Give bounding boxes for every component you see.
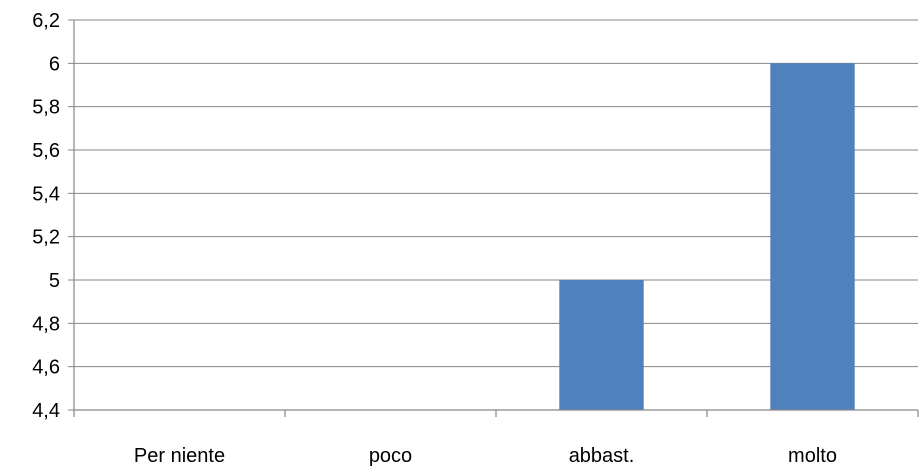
y-tick-label: 4,6 <box>32 357 60 379</box>
x-tick-label: molto <box>788 445 837 467</box>
y-tick-label: 5 <box>49 270 60 292</box>
y-tick-label: 5,6 <box>32 140 60 162</box>
y-tick-label: 4,4 <box>32 400 60 422</box>
x-tick-label: abbast. <box>569 445 635 467</box>
y-tick-labels: 4,4 4,6 4,8 5 5,2 5,4 5,6 5,8 6 6,2 <box>32 10 60 422</box>
y-tick-label: 5,2 <box>32 227 60 249</box>
x-tick-label: poco <box>369 445 412 467</box>
y-tick-label: 4,8 <box>32 313 60 335</box>
bar-abbast- <box>559 280 644 410</box>
grid <box>68 19 918 411</box>
y-tick-label: 5,4 <box>32 183 60 205</box>
axes <box>73 20 919 417</box>
y-tick-label: 6 <box>49 53 60 75</box>
x-tick-labels: Per niente poco abbast. molto <box>134 445 837 467</box>
bars <box>559 63 855 410</box>
bar-molto <box>770 63 855 410</box>
x-tick-label: Per niente <box>134 445 225 467</box>
y-tick-label: 5,8 <box>32 97 60 119</box>
y-tick-label: 6,2 <box>32 10 60 32</box>
